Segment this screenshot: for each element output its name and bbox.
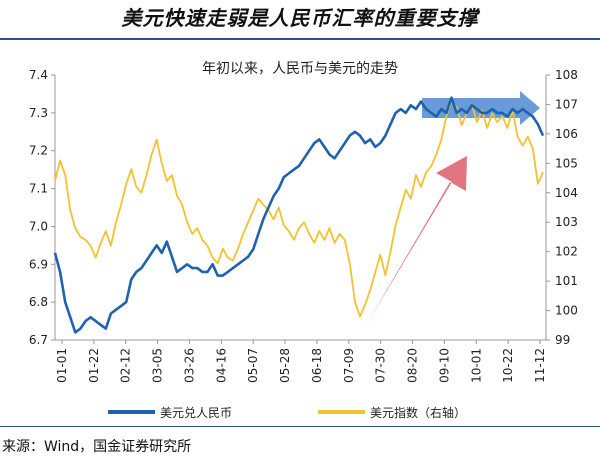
left-tick-label: 7.2 — [29, 144, 48, 158]
red-up-arrow — [350, 156, 467, 327]
title-divider — [0, 38, 600, 40]
series-layer — [53, 96, 545, 334]
right-tick-label: 102 — [555, 245, 578, 259]
left-tick-label: 7.0 — [29, 219, 48, 233]
right-tick-label: 106 — [555, 127, 578, 141]
left-tick-label: 7.3 — [29, 106, 48, 120]
right-tick-label: 108 — [555, 68, 578, 82]
x-tick-label: 01-01 — [55, 348, 69, 383]
x-tick-label: 07-30 — [374, 348, 388, 383]
right-y-ticks: 99 100 101 102 103 104 105 106 107 108 — [546, 68, 578, 347]
x-tick-label: 05-28 — [278, 348, 292, 383]
right-tick-label: 103 — [555, 215, 578, 229]
right-tick-label: 107 — [555, 97, 578, 111]
left-tick-label: 6.8 — [29, 295, 48, 309]
left-tick-label: 6.9 — [29, 257, 48, 271]
right-tick-label: 99 — [555, 333, 570, 347]
x-tick-label: 03-26 — [182, 348, 196, 383]
x-tick-label: 06-18 — [310, 348, 324, 383]
x-tick-label: 08-20 — [406, 348, 420, 383]
legend: 美元兑人民币 美元指数（右轴） — [108, 405, 466, 420]
legend-label-dxy: 美元指数（右轴） — [370, 405, 466, 420]
x-tick-label: 07-09 — [342, 348, 356, 383]
x-ticks: 01-01 01-22 02-12 03-05 03-26 04-16 05-07 05-28… — [55, 340, 547, 383]
x-tick-label: 10-22 — [501, 348, 515, 383]
series-line-usdcny — [53, 96, 545, 334]
x-tick-label: 04-16 — [214, 348, 228, 383]
x-tick-label: 01-22 — [87, 348, 101, 383]
x-tick-label: 11-12 — [533, 348, 547, 383]
footer-divider — [0, 426, 600, 427]
x-tick-label: 09-10 — [437, 348, 451, 383]
right-tick-label: 101 — [555, 274, 578, 288]
right-tick-label: 104 — [555, 186, 578, 200]
legend-label-usdcny: 美元兑人民币 — [160, 406, 232, 420]
right-tick-label: 105 — [555, 156, 578, 170]
x-tick-label: 05-07 — [246, 348, 260, 383]
chart-subtitle: 年初以来，人民币与美元的走势 — [202, 60, 398, 77]
left-tick-label: 7.4 — [29, 68, 48, 82]
x-tick-label: 02-12 — [119, 348, 133, 383]
left-tick-label: 7.1 — [29, 182, 48, 196]
page-title: 美元快速走弱是人民币汇率的重要支撑 — [121, 6, 479, 30]
x-tick-label: 10-01 — [469, 348, 483, 383]
left-y-ticks: 6.7 6.8 6.9 7.0 7.1 7.2 7.3 7.4 — [29, 68, 55, 347]
left-tick-label: 6.7 — [29, 333, 48, 347]
x-tick-label: 03-05 — [151, 348, 165, 383]
source-note: 来源：Wind，国金证券研究所 — [2, 439, 192, 455]
right-tick-label: 100 — [555, 304, 578, 318]
series-line-dxy — [54, 100, 544, 318]
